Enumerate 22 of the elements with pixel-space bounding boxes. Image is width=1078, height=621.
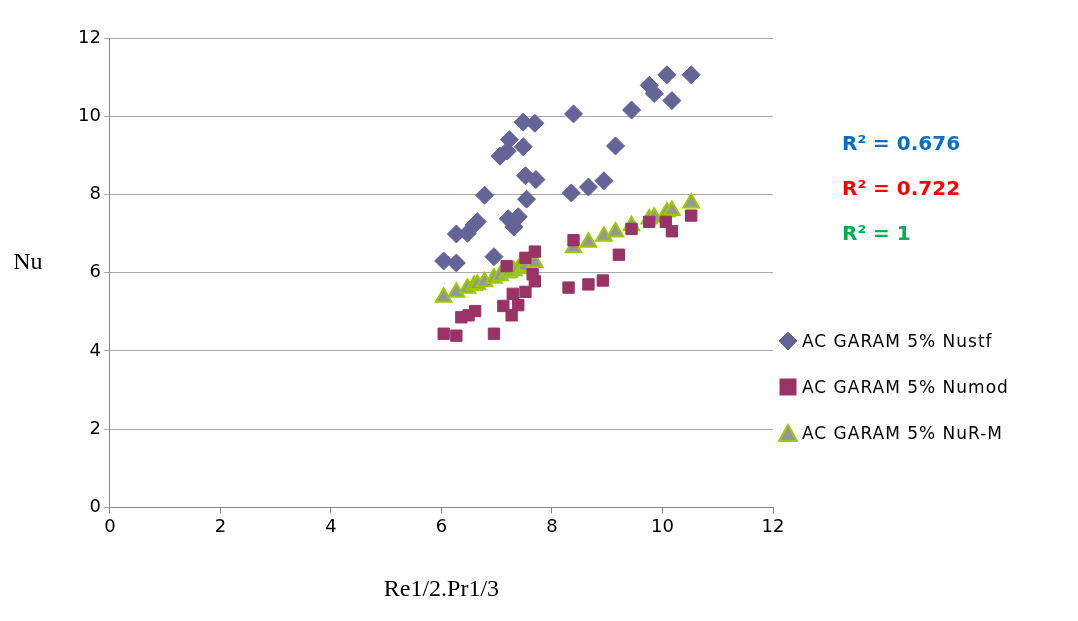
x-tick-label: 0 (104, 514, 116, 536)
text: R² = 1 (842, 221, 911, 246)
x-axis-title: Re1/2.Pr1/3 (383, 574, 500, 601)
y-tick-label: 10 (78, 103, 101, 125)
x-tick-label: 12 (761, 514, 785, 536)
x-tick-label: 6 (435, 514, 448, 536)
y-tick-label: 0 (89, 495, 101, 517)
x-tick-label: 4 (325, 514, 337, 536)
y-tick-label: 12 (78, 25, 101, 47)
x-tick-label: 2 (214, 514, 227, 536)
y-tick-label: 4 (89, 338, 101, 360)
x-tick-label: 8 (546, 514, 558, 536)
legend-label: AC GARAM 5% NuR-M (802, 422, 1004, 445)
text: R² = 0.722 (842, 176, 961, 201)
text: R² = 0.676 (842, 131, 961, 156)
legend-label: AC GARAM 5% Nustf (802, 330, 993, 353)
y-tick-label: 2 (89, 416, 101, 438)
y-tick-label: 8 (89, 182, 101, 204)
legend-label: AC GARAM 5% Numod (802, 376, 1009, 399)
x-tick-label: 10 (651, 514, 674, 536)
y-axis-title: Nu (13, 248, 43, 274)
y-tick-label: 6 (89, 260, 101, 282)
